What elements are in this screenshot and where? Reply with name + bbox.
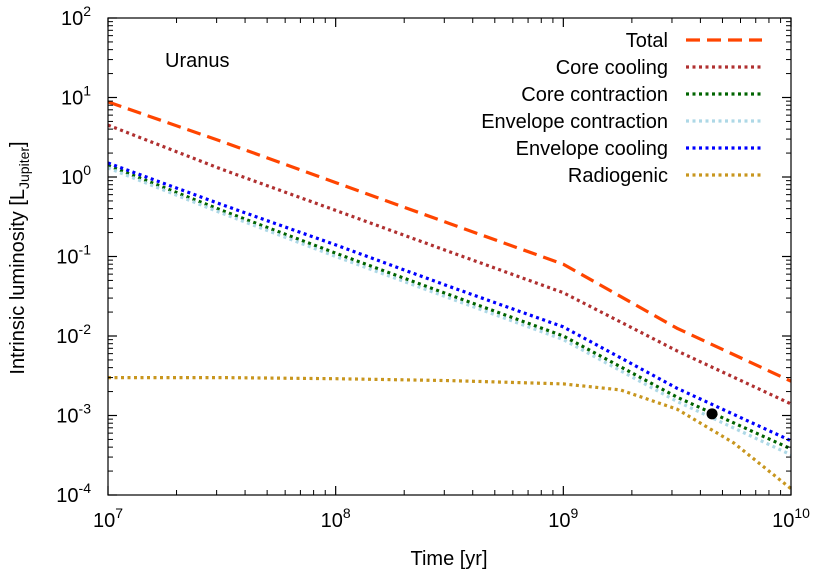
y-tick-label: 10-1: [56, 242, 91, 269]
planet-annotation: Uranus: [165, 50, 229, 72]
y-tick-label-exp: 0: [83, 162, 91, 178]
x-tick-label-exp: 10: [794, 505, 810, 521]
y-tick-label-base: 10: [56, 326, 78, 348]
x-tick-label: 107: [93, 505, 123, 532]
points-layer: [706, 408, 718, 420]
legend-label-radiogenic: Radiogenic: [568, 165, 668, 187]
series-line-envelope-cooling: [107, 161, 792, 443]
y-tick-label-base: 10: [61, 88, 83, 110]
series-line-radiogenic: [108, 376, 792, 490]
y-tick-label-exp: -3: [79, 401, 92, 417]
legend-label-core-cooling: Core cooling: [556, 57, 668, 79]
y-tick-label-exp: -2: [79, 321, 92, 337]
x-tick-label: 109: [548, 505, 578, 532]
data-point-0: [706, 408, 718, 420]
y-tick-label-base: 10: [61, 167, 83, 189]
y-axis-label-main: Intrinsic luminosity [L: [7, 189, 29, 375]
y-tick-label-base: 10: [56, 247, 78, 269]
legend: Total Core cooling Core contraction Envelop…: [481, 30, 762, 187]
plot-frame: [107, 17, 792, 496]
y-axis-label-sub: Jupiter: [16, 147, 32, 189]
y-tick-label: 100: [61, 162, 91, 189]
y-tick-label-exp: 1: [83, 83, 91, 99]
y-tick-label-exp: 2: [83, 3, 91, 19]
y-axis-label-tail: ]: [7, 141, 29, 147]
y-tick-label-base: 10: [56, 406, 78, 428]
y-axis-label: Intrinsic luminosity [LJupiter]: [7, 141, 32, 374]
y-tick-label: 10-2: [56, 321, 91, 348]
series-line-total: [107, 100, 792, 383]
x-tick-label-exp: 7: [115, 505, 123, 521]
y-tick-label-base: 10: [56, 485, 78, 507]
y-tick-label-exp: -1: [79, 242, 92, 258]
legend-label-envelope-cooling: Envelope cooling: [516, 138, 668, 160]
y-tick-label: 101: [61, 83, 91, 110]
x-tick-label-exp: 9: [571, 505, 579, 521]
y-tick-label-exp: -4: [79, 480, 92, 496]
x-tick-label: 1010: [772, 505, 810, 532]
legend-label-envelope-contraction: Envelope contraction: [481, 111, 668, 133]
legend-label-core-contraction: Core contraction: [521, 84, 668, 106]
y-tick-label: 102: [61, 3, 91, 30]
y-tick-label-base: 10: [61, 8, 83, 30]
series-line-envelope-contraction: [107, 166, 792, 457]
series-line-core-cooling: [107, 123, 792, 406]
series-layer: [107, 100, 792, 490]
x-tick-label-base: 10: [93, 510, 115, 532]
y-tick-label: 10-3: [56, 401, 91, 428]
y-tick-label: 10-4: [56, 480, 91, 507]
x-tick-label-base: 10: [548, 510, 570, 532]
x-tick-label: 108: [321, 505, 351, 532]
x-axis-label: Time [yr]: [410, 548, 487, 570]
legend-label-total: Total: [626, 30, 668, 52]
x-tick-label-base: 10: [772, 510, 794, 532]
x-tick-label-base: 10: [321, 510, 343, 532]
series-line-core-contraction: [107, 163, 792, 451]
x-tick-label-exp: 8: [343, 505, 351, 521]
